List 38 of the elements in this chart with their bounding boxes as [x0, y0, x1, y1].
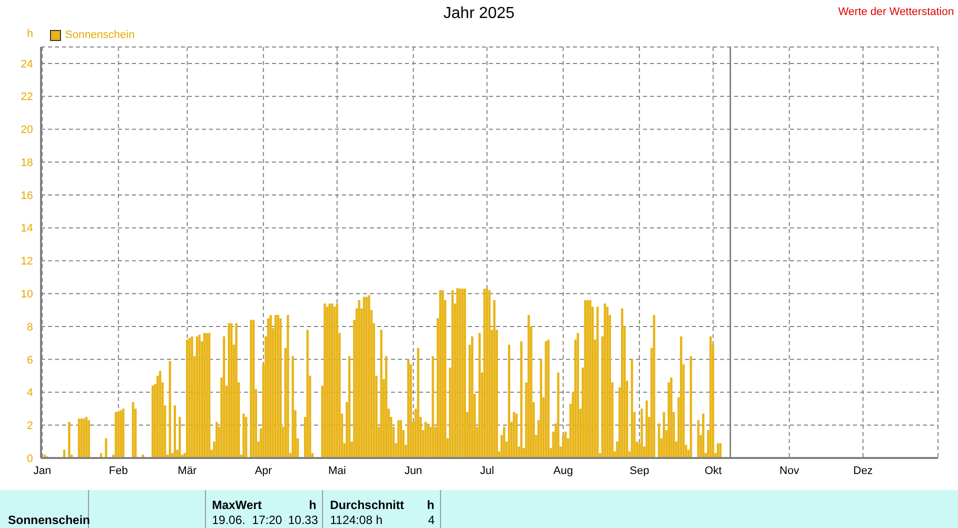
y-tick-label: 14 — [20, 222, 33, 235]
x-tick-label: Aug — [553, 464, 574, 477]
x-tick-label: Dez — [853, 464, 873, 477]
text: Werte der Wetterstation — [838, 6, 954, 18]
y-tick-label: 16 — [20, 190, 33, 202]
y-tick-label: 24 — [20, 58, 33, 70]
x-tick-label: Jun — [404, 464, 422, 477]
y-tick-label: 2 — [26, 420, 33, 432]
legend-label: Sonnenschein — [64, 29, 135, 41]
y-tick-label: 4 — [26, 387, 33, 400]
y-tick-label: 12 — [20, 256, 33, 268]
y-tick-label: 6 — [26, 354, 33, 366]
x-tick-label: Feb — [108, 464, 128, 477]
text: 4 — [428, 513, 435, 527]
text: Sonnenschein — [8, 513, 90, 527]
x-tick-label: Apr — [254, 464, 272, 477]
y-tick-label: 18 — [20, 156, 33, 169]
text: 10.33 — [288, 513, 318, 527]
x-tick-label: Mär — [178, 464, 198, 477]
x-tick-label: Jul — [480, 464, 494, 477]
text: 1124:08 h — [330, 513, 382, 527]
text: h — [309, 498, 316, 512]
text: 19.06. 17:20 — [212, 513, 282, 527]
x-tick-label: Okt — [704, 464, 722, 477]
text: MaxWert — [212, 498, 262, 512]
chart-title: Jahr 2025 — [443, 5, 515, 22]
y-tick-label: 10 — [20, 288, 33, 301]
text: Durchschnitt — [330, 498, 404, 512]
text: h — [427, 498, 434, 512]
y-tick-label: 22 — [20, 91, 33, 104]
y-tick-label: 20 — [20, 124, 33, 136]
x-tick-label: Nov — [780, 464, 800, 477]
y-axis-title: h — [27, 28, 34, 40]
x-tick-label: Jan — [33, 464, 52, 477]
x-tick-label: Sep — [630, 464, 650, 477]
x-tick-label: Mai — [328, 464, 346, 477]
y-tick-label: 8 — [26, 321, 33, 334]
y-tick-label: 0 — [26, 452, 33, 465]
